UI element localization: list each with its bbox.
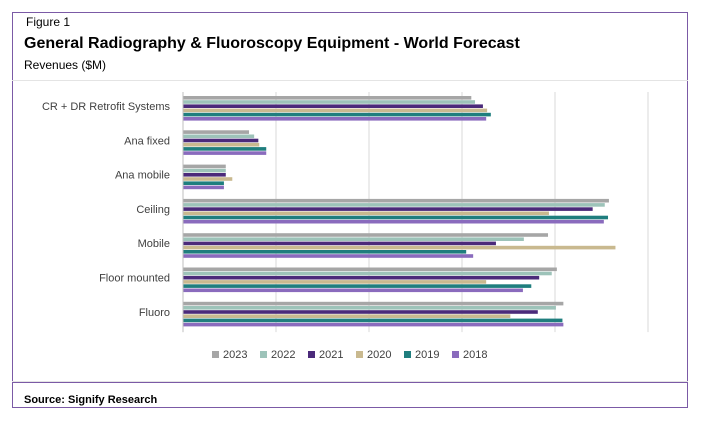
bar-2018 (183, 117, 487, 121)
bar-2022 (183, 306, 556, 310)
bar-2019 (183, 250, 467, 254)
category-label: Mobile (138, 238, 170, 250)
bar-2020 (183, 142, 260, 147)
legend-label-2019: 2019 (415, 349, 439, 361)
category-label: Fluoro (139, 307, 170, 319)
bar-2022 (183, 237, 524, 241)
bar-2020 (183, 280, 487, 284)
bar-2019 (183, 318, 563, 323)
chart-subtitle: Revenues ($M) (24, 58, 107, 72)
bar-2023 (183, 130, 250, 134)
bar-2019 (183, 215, 609, 220)
legend-label-2020: 2020 (367, 349, 391, 361)
category-label: Ceiling (136, 204, 170, 216)
bar-2021 (183, 275, 540, 280)
bar-2019 (183, 181, 224, 185)
bar-2018 (183, 151, 267, 155)
bar-2023 (183, 164, 226, 169)
category-label: CR + DR Retrofit Systems (42, 101, 171, 113)
bar-2021 (183, 104, 483, 108)
bar-2022 (183, 134, 255, 139)
source-note: Source: Signify Research (24, 394, 158, 406)
chart-area-divider (12, 80, 688, 382)
bar-2021 (183, 138, 259, 143)
bar-2019 (183, 147, 267, 151)
bar-2018 (183, 254, 474, 258)
bar-2021 (183, 310, 538, 314)
bar-2022 (183, 100, 476, 104)
bar-2023 (183, 267, 557, 272)
bar-2021 (183, 173, 226, 177)
bar-2023 (183, 198, 609, 203)
legend-swatch-2018 (452, 351, 459, 358)
bar-2021 (183, 241, 496, 246)
bar-2018 (183, 185, 224, 190)
bar-2022 (183, 271, 552, 276)
chart-title: General Radiography & Fluoroscopy Equipm… (24, 35, 520, 52)
legend-label-2021: 2021 (319, 349, 343, 361)
bar-2018 (183, 322, 564, 327)
category-label: Floor mounted (99, 273, 170, 285)
bar-2023 (183, 233, 549, 237)
figure-label: Figure 1 (26, 15, 71, 29)
legend-swatch-2022 (260, 351, 267, 358)
bar-2020 (183, 211, 549, 216)
bar-2020 (183, 177, 233, 181)
category-label: Ana mobile (115, 170, 170, 182)
bar-2020 (183, 314, 511, 318)
legend-label-2023: 2023 (223, 349, 247, 361)
legend-label-2022: 2022 (271, 349, 295, 361)
bar-2022 (183, 203, 605, 207)
bar-2018 (183, 219, 604, 224)
legend-swatch-2021 (308, 351, 315, 358)
legend-swatch-2020 (356, 351, 363, 358)
bar-2020 (183, 108, 488, 113)
source-divider (12, 382, 688, 383)
legend-swatch-2023 (212, 351, 219, 358)
bar-2019 (183, 112, 491, 117)
bar-2020 (183, 245, 616, 250)
category-label: Ana fixed (124, 135, 170, 147)
bar-2023 (183, 301, 564, 306)
bar-2019 (183, 284, 532, 288)
bar-2022 (183, 168, 226, 173)
bar-2023 (183, 96, 472, 100)
legend-label-2018: 2018 (463, 349, 487, 361)
bar-2021 (183, 207, 593, 211)
legend-swatch-2019 (404, 351, 411, 358)
bar-2018 (183, 288, 523, 293)
